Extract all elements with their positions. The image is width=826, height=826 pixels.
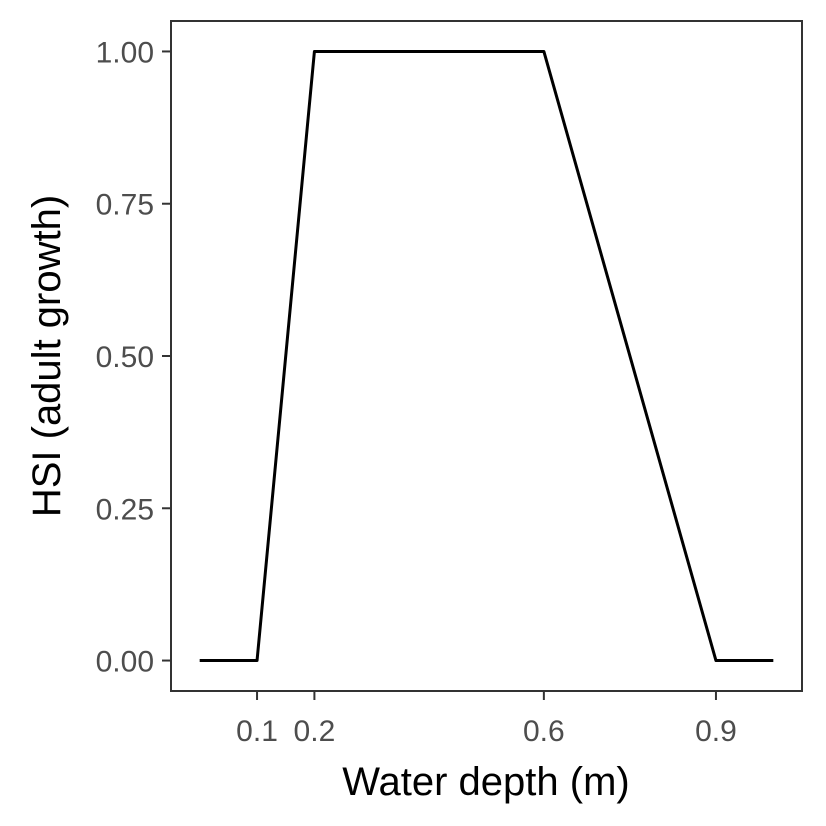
x-axis-title: Water depth (m) xyxy=(342,760,629,804)
plot-panel-border xyxy=(170,20,803,692)
series-layer xyxy=(199,49,774,663)
x-axis-ticks: 0.1 0.2 0.6 0.9 xyxy=(236,691,737,748)
x-tick-label: 0.1 xyxy=(236,715,278,748)
y-tick-label: 0.25 xyxy=(96,493,154,526)
x-tick-label: 0.2 xyxy=(294,715,336,748)
y-tick-label: 0.00 xyxy=(96,646,154,679)
hsi-series-line xyxy=(199,49,774,663)
y-axis-ticks: 0.00 0.25 0.50 0.75 1.00 xyxy=(96,36,171,679)
x-tick-label: 0.6 xyxy=(523,715,565,748)
y-tick-label: 1.00 xyxy=(96,36,154,69)
y-tick-label: 0.75 xyxy=(96,189,154,222)
x-tick-label: 0.9 xyxy=(695,715,737,748)
y-axis-title: HSI (adult growth) xyxy=(25,195,69,517)
y-tick-label: 0.50 xyxy=(96,341,154,374)
